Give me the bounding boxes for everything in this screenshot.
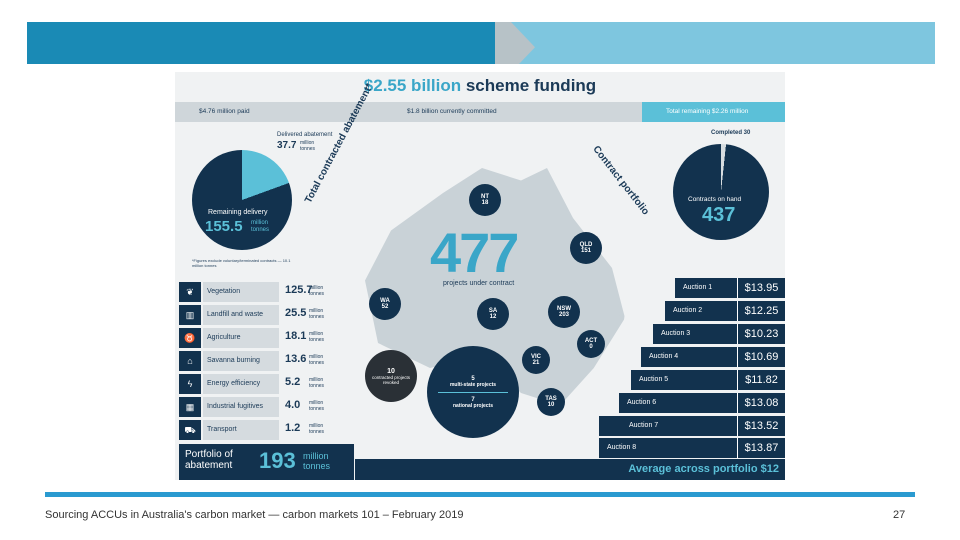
- remaining-delivery-value: 155.5: [205, 218, 243, 235]
- funding-remaining-box: Total remaining $2.26 million: [642, 102, 785, 122]
- projects-label: projects under contract: [443, 280, 515, 287]
- lightning-icon: ϟ: [179, 374, 201, 394]
- portfolio-box: Portfolio of abatement 193 million tonne…: [179, 444, 354, 480]
- leaf-icon: ❦: [179, 282, 201, 302]
- bin-icon: ▥: [179, 305, 201, 325]
- sector-agriculture: ♉ Agriculture 18.1 million tonnes: [179, 328, 334, 348]
- funding-paid: $4.76 million paid: [199, 108, 250, 115]
- projects-total: 477: [430, 221, 519, 284]
- funding-committed: $1.8 billion currently committed: [407, 108, 497, 115]
- state-act: ACT 0: [577, 330, 605, 358]
- footer-bar: [45, 492, 915, 497]
- state-sa: SA 12: [477, 298, 509, 330]
- state-nsw: NSW 203: [548, 296, 580, 328]
- infographic-title: $2.55 billion scheme funding: [363, 76, 597, 95]
- multi-national-circle: 5 multi-state projects 7 national projec…: [427, 346, 519, 438]
- cow-icon: ♉: [179, 328, 201, 348]
- auction-7: Auction 7 $13.52: [599, 416, 785, 436]
- factory-icon: ▦: [179, 397, 201, 417]
- contracts-on-hand-label: Contracts on hand: [688, 196, 742, 203]
- sector-transport: ⛟ Transport 1.2 million tonnes: [179, 420, 334, 440]
- hut-icon: ⌂: [179, 351, 201, 371]
- contracts-pie: [673, 144, 769, 240]
- sector-vegetation: ❦ Vegetation 125.7 million tonnes: [179, 282, 334, 302]
- state-tas: TAS 10: [537, 388, 565, 416]
- delivered-unit: million tonnes: [300, 140, 316, 152]
- circle-divider: [438, 391, 508, 393]
- auction-1: Auction 1 $13.95: [675, 278, 785, 298]
- infographic: $2.55 billion scheme funding $4.76 milli…: [175, 72, 785, 480]
- abatement-pie: [192, 150, 292, 250]
- header-bar-dark: [27, 22, 507, 64]
- sector-savanna: ⌂ Savanna burning 13.6 million tonnes: [179, 351, 334, 371]
- car-icon: ⛟: [179, 420, 201, 440]
- delivered-label: Delivered abatement: [277, 132, 333, 138]
- state-nt: NT 18: [469, 184, 501, 216]
- sector-energy: ϟ Energy efficiency 5.2 million tonnes: [179, 374, 334, 394]
- auction-3: Auction 3 $10.23: [653, 324, 785, 344]
- state-qld: QLD 151: [570, 232, 602, 264]
- auction-2: Auction 2 $12.25: [665, 301, 785, 321]
- average-box: Average across portfolio $12: [355, 459, 785, 480]
- footer-text: Sourcing ACCUs in Australia's carbon mar…: [45, 509, 464, 521]
- page-number: 27: [893, 509, 906, 521]
- auction-5: Auction 5 $11.82: [631, 370, 785, 390]
- completed-label: Completed 30: [711, 130, 751, 136]
- auction-6: Auction 6 $13.08: [619, 393, 785, 413]
- remaining-delivery-label: Remaining delivery: [208, 209, 268, 216]
- state-wa: WA 52: [369, 288, 401, 320]
- footnote: *Figures exclude voluntary/terminated co…: [192, 258, 291, 268]
- sector-landfill: ▥ Landfill and waste 25.5 million tonnes: [179, 305, 334, 325]
- arc-right-label: Contract portfolio: [590, 144, 651, 218]
- funding-row: $4.76 million paid $1.8 billion currentl…: [175, 102, 785, 122]
- auction-4: Auction 4 $10.69: [641, 347, 785, 367]
- remaining-delivery-unit: million tonnes: [251, 220, 270, 233]
- funding-remaining: Total remaining $2.26 million: [666, 108, 749, 115]
- revoked-circle: 10 contracted projects revoked: [365, 350, 417, 402]
- auction-8: Auction 8 $13.87: [599, 438, 785, 458]
- contracts-on-hand-value: 437: [702, 204, 736, 226]
- delivered-value: 37.7: [277, 140, 297, 151]
- sector-industrial: ▦ Industrial fugitives 4.0 million tonnes: [179, 397, 334, 417]
- state-vic: VIC 21: [522, 346, 550, 374]
